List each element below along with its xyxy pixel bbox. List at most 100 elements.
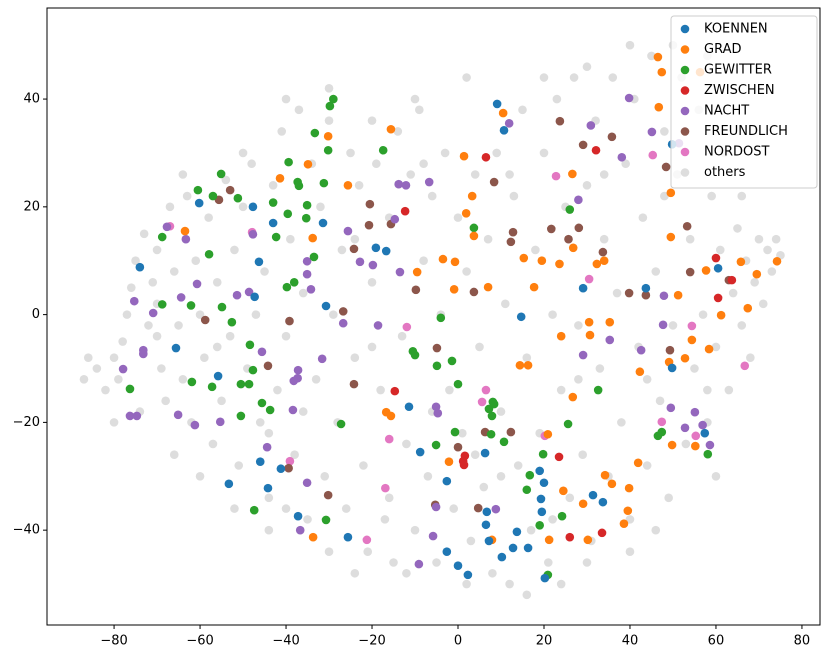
scatter-point bbox=[191, 256, 201, 266]
scatter-point bbox=[453, 213, 463, 222]
scatter-point bbox=[754, 234, 764, 244]
scatter-point bbox=[293, 365, 303, 375]
legend-marker bbox=[680, 65, 690, 75]
scatter-point bbox=[346, 148, 355, 158]
scatter-point bbox=[509, 191, 519, 201]
scatter-point bbox=[257, 398, 267, 408]
scatter-point bbox=[727, 275, 737, 285]
scatter-point bbox=[281, 94, 291, 104]
scatter-point bbox=[248, 202, 258, 212]
scatter-point bbox=[682, 221, 692, 231]
scatter-point bbox=[698, 310, 708, 319]
scatter-point bbox=[309, 252, 319, 262]
scatter-point bbox=[284, 463, 293, 473]
scatter-point bbox=[255, 418, 265, 427]
scatter-point bbox=[470, 450, 480, 460]
scatter-point bbox=[428, 531, 438, 541]
legend-marker bbox=[680, 168, 690, 177]
scatter-point bbox=[481, 385, 491, 395]
scatter-point bbox=[473, 503, 483, 513]
scatter-point bbox=[157, 300, 167, 309]
scatter-point bbox=[254, 257, 264, 267]
x-tick-label: 80 bbox=[794, 634, 811, 649]
scatter-point bbox=[298, 407, 308, 416]
legend-label: others bbox=[704, 165, 746, 180]
scatter-point bbox=[752, 269, 762, 279]
scatter-point bbox=[244, 379, 254, 389]
scatter-point bbox=[539, 478, 549, 488]
scatter-point bbox=[415, 447, 425, 457]
scatter-point bbox=[302, 200, 312, 210]
scatter-point bbox=[506, 237, 516, 247]
scatter-point bbox=[221, 175, 231, 185]
scatter-point bbox=[275, 173, 285, 183]
scatter-point bbox=[633, 458, 643, 468]
scatter-point bbox=[227, 317, 237, 327]
scatter-point bbox=[419, 159, 428, 169]
scatter-point bbox=[523, 360, 533, 370]
scatter-point bbox=[276, 464, 286, 474]
scatter-point bbox=[355, 257, 365, 267]
scatter-point bbox=[263, 361, 273, 371]
scatter-point bbox=[410, 525, 420, 535]
scatter-point bbox=[389, 558, 398, 567]
scatter-point bbox=[265, 405, 275, 415]
scatter-point bbox=[588, 490, 598, 500]
scatter-point bbox=[432, 343, 442, 353]
scatter-point bbox=[359, 461, 368, 470]
scatter-point bbox=[506, 427, 516, 437]
scatter-point bbox=[238, 148, 248, 158]
scatter-point bbox=[525, 470, 535, 480]
scatter-point bbox=[584, 274, 594, 284]
scatter-point bbox=[289, 376, 299, 386]
scatter-point bbox=[406, 170, 416, 179]
scatter-point bbox=[432, 558, 441, 567]
scatter-point bbox=[302, 269, 312, 279]
scatter-point bbox=[217, 396, 226, 406]
scatter-point bbox=[685, 267, 695, 277]
scatter-point bbox=[248, 230, 258, 239]
scatter-point bbox=[341, 504, 351, 513]
scatter-point bbox=[687, 321, 697, 331]
scatter-point bbox=[101, 385, 110, 395]
scatter-point bbox=[624, 288, 634, 298]
scatter-point bbox=[450, 427, 460, 437]
scatter-point bbox=[607, 132, 617, 142]
legend-label: NACHT bbox=[704, 104, 749, 119]
scatter-point bbox=[320, 471, 330, 481]
scatter-point bbox=[586, 121, 596, 130]
scatter-point bbox=[462, 73, 471, 82]
scatter-point bbox=[704, 344, 714, 354]
scatter-point bbox=[687, 335, 697, 345]
scatter-point bbox=[268, 198, 278, 207]
scatter-point bbox=[350, 353, 360, 363]
scatter-point bbox=[171, 343, 181, 353]
scatter-point bbox=[194, 198, 204, 208]
scatter-point bbox=[647, 51, 656, 61]
scatter-point bbox=[301, 213, 311, 223]
scatter-point bbox=[109, 353, 119, 363]
scatter-point bbox=[685, 234, 695, 244]
y-tick-label: −20 bbox=[13, 415, 40, 430]
scatter-point bbox=[268, 180, 278, 190]
scatter-point bbox=[574, 374, 583, 384]
scatter-point bbox=[539, 148, 549, 158]
scatter-point bbox=[469, 287, 479, 297]
scatter-point bbox=[559, 486, 568, 496]
scatter-point bbox=[608, 73, 618, 82]
scatter-point bbox=[371, 243, 381, 253]
scatter-point bbox=[565, 493, 575, 503]
scatter-point bbox=[499, 126, 509, 135]
scatter-point bbox=[263, 483, 273, 493]
scatter-point bbox=[743, 303, 753, 313]
scatter-point bbox=[230, 245, 239, 255]
scatter-point bbox=[324, 116, 334, 125]
scatter-point bbox=[129, 296, 139, 306]
scatter-point bbox=[462, 579, 471, 589]
scatter-point bbox=[713, 293, 723, 303]
scatter-point bbox=[552, 94, 562, 104]
scatter-point bbox=[461, 209, 471, 218]
scatter-point bbox=[193, 185, 203, 195]
scatter-point bbox=[350, 234, 360, 244]
scatter-point bbox=[481, 520, 491, 530]
